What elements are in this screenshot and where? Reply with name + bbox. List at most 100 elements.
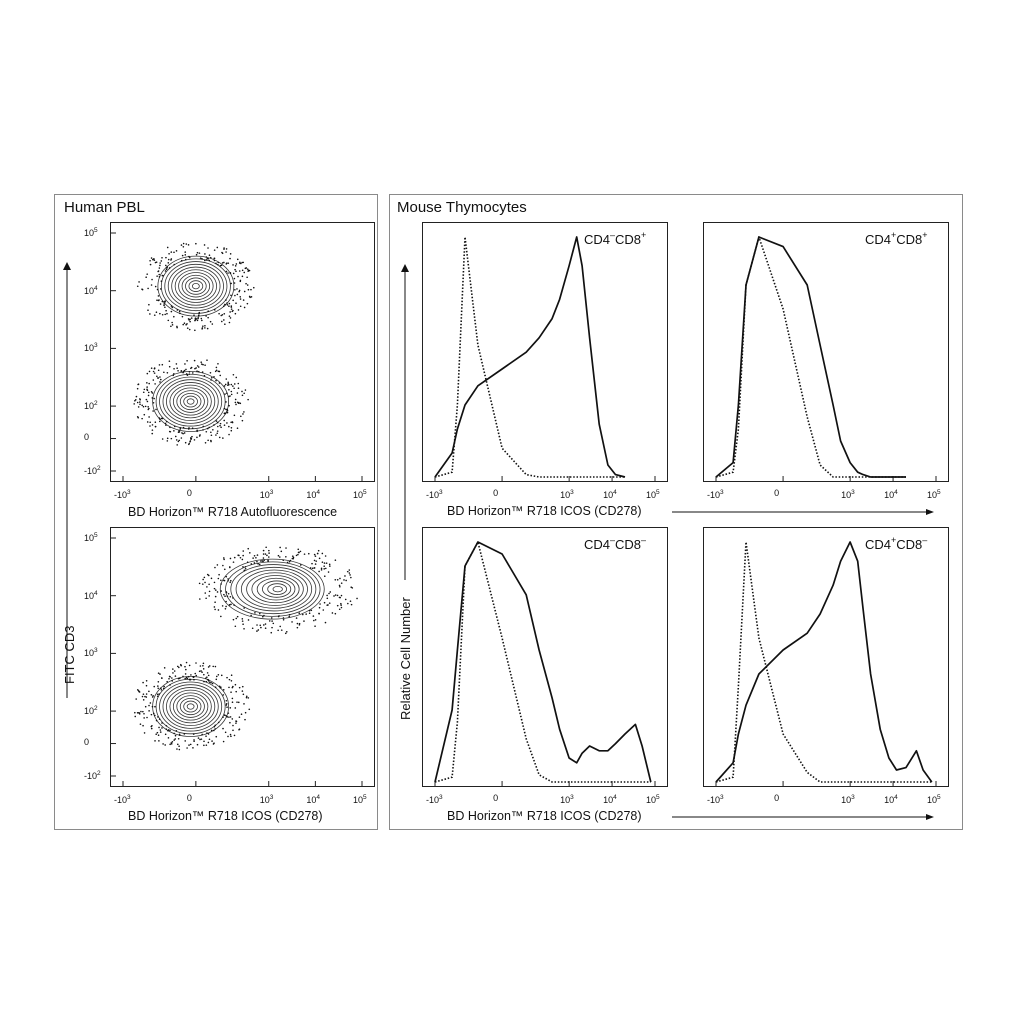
- thy-cd4pos-cd8pos-plot: [703, 222, 949, 482]
- contour-line: [183, 395, 198, 408]
- event-dot: [227, 272, 229, 274]
- y-tick-label: 0: [84, 431, 90, 442]
- event-dot: [232, 724, 234, 727]
- event-dot: [220, 320, 223, 323]
- event-dot: [204, 581, 206, 584]
- event-dot: [161, 300, 164, 303]
- x-tick-label: 103: [259, 794, 274, 805]
- event-dot: [189, 320, 191, 323]
- event-dot: [206, 573, 209, 576]
- event-dot: [184, 254, 187, 256]
- event-dot: [201, 583, 204, 585]
- event-dot: [139, 401, 141, 403]
- event-dot: [201, 328, 203, 330]
- event-dot: [166, 680, 168, 683]
- isotype-control-curve: [434, 541, 651, 783]
- event-dot: [242, 550, 245, 552]
- event-dot: [160, 687, 162, 689]
- event-dot: [213, 725, 216, 728]
- x-tick-label: -103: [114, 489, 131, 500]
- event-dot: [157, 369, 160, 372]
- event-dot: [202, 664, 204, 667]
- event-dot: [215, 434, 217, 436]
- event-dot: [172, 374, 175, 377]
- event-dot: [163, 301, 166, 303]
- event-dot: [163, 303, 165, 305]
- event-dot: [232, 299, 234, 302]
- y-tick-label: 0: [84, 736, 90, 747]
- event-dot: [186, 360, 188, 362]
- event-dot: [168, 267, 171, 269]
- contour-line: [160, 258, 231, 314]
- contour-line: [262, 580, 292, 598]
- event-dot: [210, 379, 212, 381]
- contour-line: [176, 695, 205, 718]
- event-dot: [164, 270, 167, 272]
- event-dot: [143, 388, 146, 391]
- event-dot: [223, 319, 225, 321]
- event-dot: [160, 417, 163, 420]
- event-dot: [209, 256, 212, 259]
- event-dot: [334, 612, 337, 615]
- x-tick-label: 105: [927, 794, 941, 805]
- event-dot: [236, 293, 239, 296]
- event-dot: [230, 579, 232, 582]
- event-dot: [196, 365, 199, 367]
- event-dot: [227, 381, 230, 384]
- y-tick-label: 102: [84, 705, 98, 717]
- event-dot: [165, 256, 167, 259]
- event-dot: [186, 747, 188, 749]
- event-dot: [207, 439, 209, 442]
- pbl-icos-plot: [110, 527, 375, 787]
- event-dot: [208, 738, 211, 741]
- event-dot: [177, 677, 180, 680]
- event-dot: [216, 432, 219, 435]
- event-dot: [212, 665, 215, 668]
- event-dot: [203, 744, 205, 747]
- event-dot: [277, 554, 280, 557]
- event-dot: [232, 597, 234, 599]
- event-dot: [136, 387, 139, 390]
- event-dot: [226, 409, 229, 412]
- event-dot: [161, 722, 163, 724]
- event-dot: [195, 253, 198, 256]
- event-dot: [215, 420, 218, 422]
- event-dot: [220, 615, 222, 618]
- event-dot: [186, 374, 189, 376]
- event-dot: [209, 320, 212, 323]
- y-tick-label: 103: [84, 342, 98, 354]
- x-tick-label: 103: [259, 489, 274, 500]
- event-dot: [213, 581, 216, 584]
- event-dot: [160, 260, 163, 262]
- event-dot: [221, 314, 224, 316]
- x-tick-label: 103: [841, 489, 855, 500]
- event-dot: [189, 318, 191, 321]
- event-dot: [146, 716, 148, 719]
- contour-line: [157, 255, 235, 317]
- x-tick-label: 0: [493, 488, 499, 498]
- event-dot: [187, 427, 190, 430]
- event-dot: [230, 390, 233, 393]
- event-dot: [268, 549, 270, 552]
- event-dot: [203, 244, 206, 246]
- event-dot: [288, 614, 291, 616]
- event-dot: [145, 696, 148, 698]
- event-dot: [141, 695, 144, 698]
- event-dot: [197, 370, 200, 373]
- event-dot: [174, 675, 177, 677]
- contour-line: [185, 277, 207, 295]
- event-dot: [227, 578, 229, 580]
- y-tick-label: -102: [84, 465, 101, 476]
- event-dot: [244, 718, 246, 721]
- event-dot: [233, 604, 235, 606]
- event-dot: [135, 395, 138, 398]
- event-dot: [229, 581, 231, 584]
- event-dot: [263, 614, 265, 617]
- event-dot: [153, 367, 156, 370]
- event-dot: [195, 242, 197, 245]
- event-dot: [230, 421, 232, 424]
- event-dot: [208, 681, 211, 683]
- event-dot: [278, 556, 281, 558]
- event-dot: [179, 312, 181, 315]
- event-dot: [157, 687, 160, 690]
